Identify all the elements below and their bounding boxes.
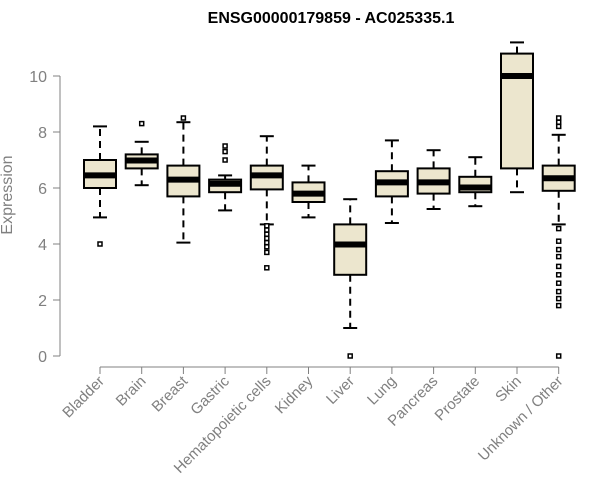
x-tick-label: Lung xyxy=(364,373,400,409)
outlier-point xyxy=(264,235,270,242)
outlier-point xyxy=(555,280,562,286)
x-tick-label: Skin xyxy=(492,373,525,406)
y-tick-label: 10 xyxy=(29,69,47,86)
y-axis-label: Expression xyxy=(0,155,16,234)
outlier-point xyxy=(264,227,270,233)
outlier-point xyxy=(222,143,228,149)
x-tick-label: Breast xyxy=(149,372,192,415)
outlier-point xyxy=(222,157,228,163)
y-tick-label: 6 xyxy=(38,181,47,198)
outlier-point xyxy=(555,272,562,278)
outlier-point xyxy=(555,115,562,121)
x-tick-label: Liver xyxy=(323,373,358,408)
outlier-point xyxy=(555,263,562,270)
outlier-point xyxy=(264,244,270,250)
outlier-point xyxy=(555,123,562,130)
box-iqr xyxy=(333,223,368,276)
x-tick-label: Prostate xyxy=(432,373,484,425)
outlier-point xyxy=(264,265,270,271)
x-tick-label: Bladder xyxy=(59,373,108,422)
y-tick-label: 4 xyxy=(38,237,47,254)
x-tick-label: Kidney xyxy=(272,372,317,417)
outlier-point xyxy=(180,115,187,121)
outlier-point xyxy=(555,253,562,260)
outlier-point xyxy=(555,119,562,125)
y-tick-label: 0 xyxy=(38,349,47,366)
outlier-point xyxy=(138,120,145,127)
outlier-point xyxy=(264,231,270,237)
y-tick-label: 8 xyxy=(38,125,47,142)
outlier-point xyxy=(555,238,562,244)
x-tick-label: Brain xyxy=(113,373,150,410)
outlier-point xyxy=(555,302,562,309)
outlier-point xyxy=(264,249,270,256)
outlier-point xyxy=(264,239,270,246)
outlier-point xyxy=(264,223,270,229)
outlier-point xyxy=(97,241,103,247)
outlier-point xyxy=(222,148,228,155)
chart-title: ENSG00000179859 - AC025335.1 xyxy=(208,10,455,27)
outlier-point xyxy=(555,288,562,295)
outlier-point xyxy=(555,295,562,302)
box-iqr xyxy=(500,52,534,170)
outlier-point xyxy=(347,353,353,359)
outlier-point xyxy=(555,225,562,232)
outlier-point xyxy=(555,353,562,359)
y-tick-label: 2 xyxy=(38,293,47,310)
outlier-point xyxy=(555,246,562,253)
